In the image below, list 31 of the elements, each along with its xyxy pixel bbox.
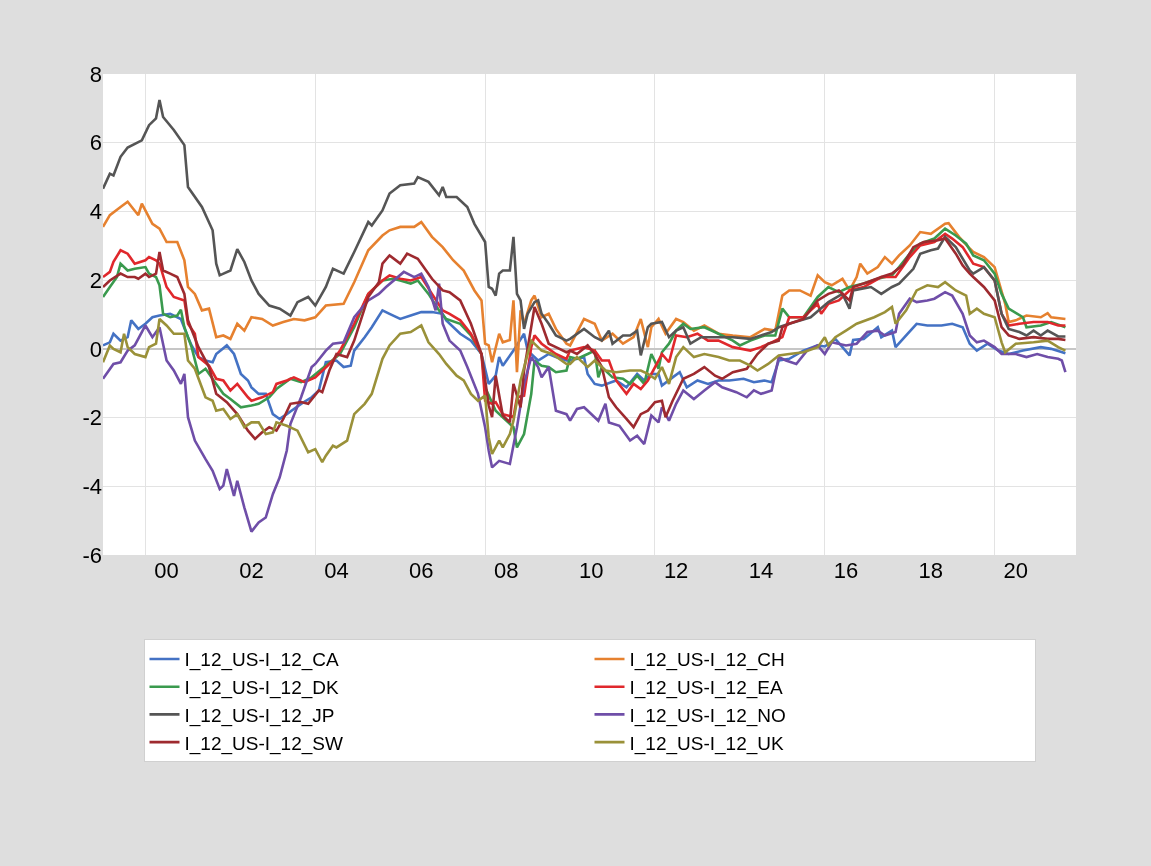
line-series (103, 280, 1067, 464)
legend-label: I_12_US-I_12_EA (629, 677, 783, 700)
legend-label: I_12_US-I_12_CH (629, 649, 785, 672)
y-tick-label: 4 (89, 199, 102, 225)
x-tick-label: 12 (663, 558, 689, 583)
x-tick-label: 18 (918, 558, 944, 583)
x-tick-label: 02 (239, 558, 264, 583)
line-series (103, 270, 1067, 533)
y-tick-label: -2 (82, 405, 102, 431)
legend-label: I_12_US-I_12_SW (184, 732, 343, 755)
y-tick-label: 2 (89, 267, 102, 293)
x-tick-label: 08 (494, 558, 519, 583)
x-tick-label: 06 (409, 558, 434, 583)
x-tick-label: 20 (1003, 558, 1029, 583)
line-series (103, 200, 1067, 374)
y-tick-label: -4 (82, 473, 102, 499)
line-series (103, 98, 1067, 357)
legend-label: I_12_US-I_12_DK (184, 677, 340, 700)
legend-label: I_12_US-I_12_JP (184, 704, 335, 727)
legend-label: I_12_US-I_12_CA (184, 649, 340, 672)
x-tick-label: 14 (748, 558, 774, 583)
y-tick-label: -6 (82, 542, 102, 568)
x-tick-label: 16 (833, 558, 859, 583)
legend-label: I_12_US-I_12_NO (629, 704, 786, 727)
x-tick-label: 04 (324, 558, 349, 583)
x-tick-label: 10 (578, 558, 604, 583)
legend-label: I_12_US-I_12_UK (629, 732, 785, 755)
y-tick-label: 0 (89, 336, 102, 362)
x-tick-label: 00 (154, 558, 179, 583)
y-tick-label: 8 (89, 61, 102, 87)
y-tick-label: 6 (89, 130, 102, 156)
